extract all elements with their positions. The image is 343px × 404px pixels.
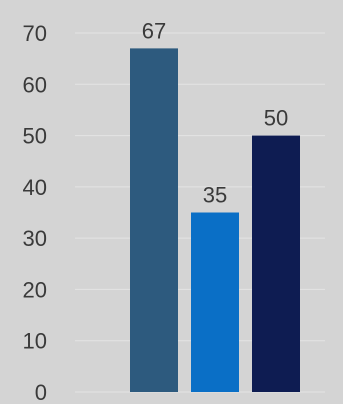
bar [252, 135, 300, 393]
bar-value-label: 50 [264, 106, 288, 131]
bars [130, 48, 300, 393]
bar-value-label: 67 [142, 18, 166, 43]
bar [191, 212, 239, 392]
y-tick-label: 10 [23, 329, 47, 354]
y-tick-label: 0 [35, 380, 47, 404]
y-tick-label: 60 [23, 72, 47, 97]
bar [130, 48, 178, 393]
y-tick-label: 30 [23, 226, 47, 251]
y-tick-label: 70 [23, 21, 47, 46]
y-tick-label: 40 [23, 175, 47, 200]
bar-value-label: 35 [203, 183, 227, 208]
y-tick-label: 50 [23, 124, 47, 149]
y-axis-ticks: 0 10 20 30 40 50 60 70 [23, 21, 47, 404]
data-labels: 67 35 50 [142, 18, 288, 207]
y-tick-label: 20 [23, 277, 47, 302]
